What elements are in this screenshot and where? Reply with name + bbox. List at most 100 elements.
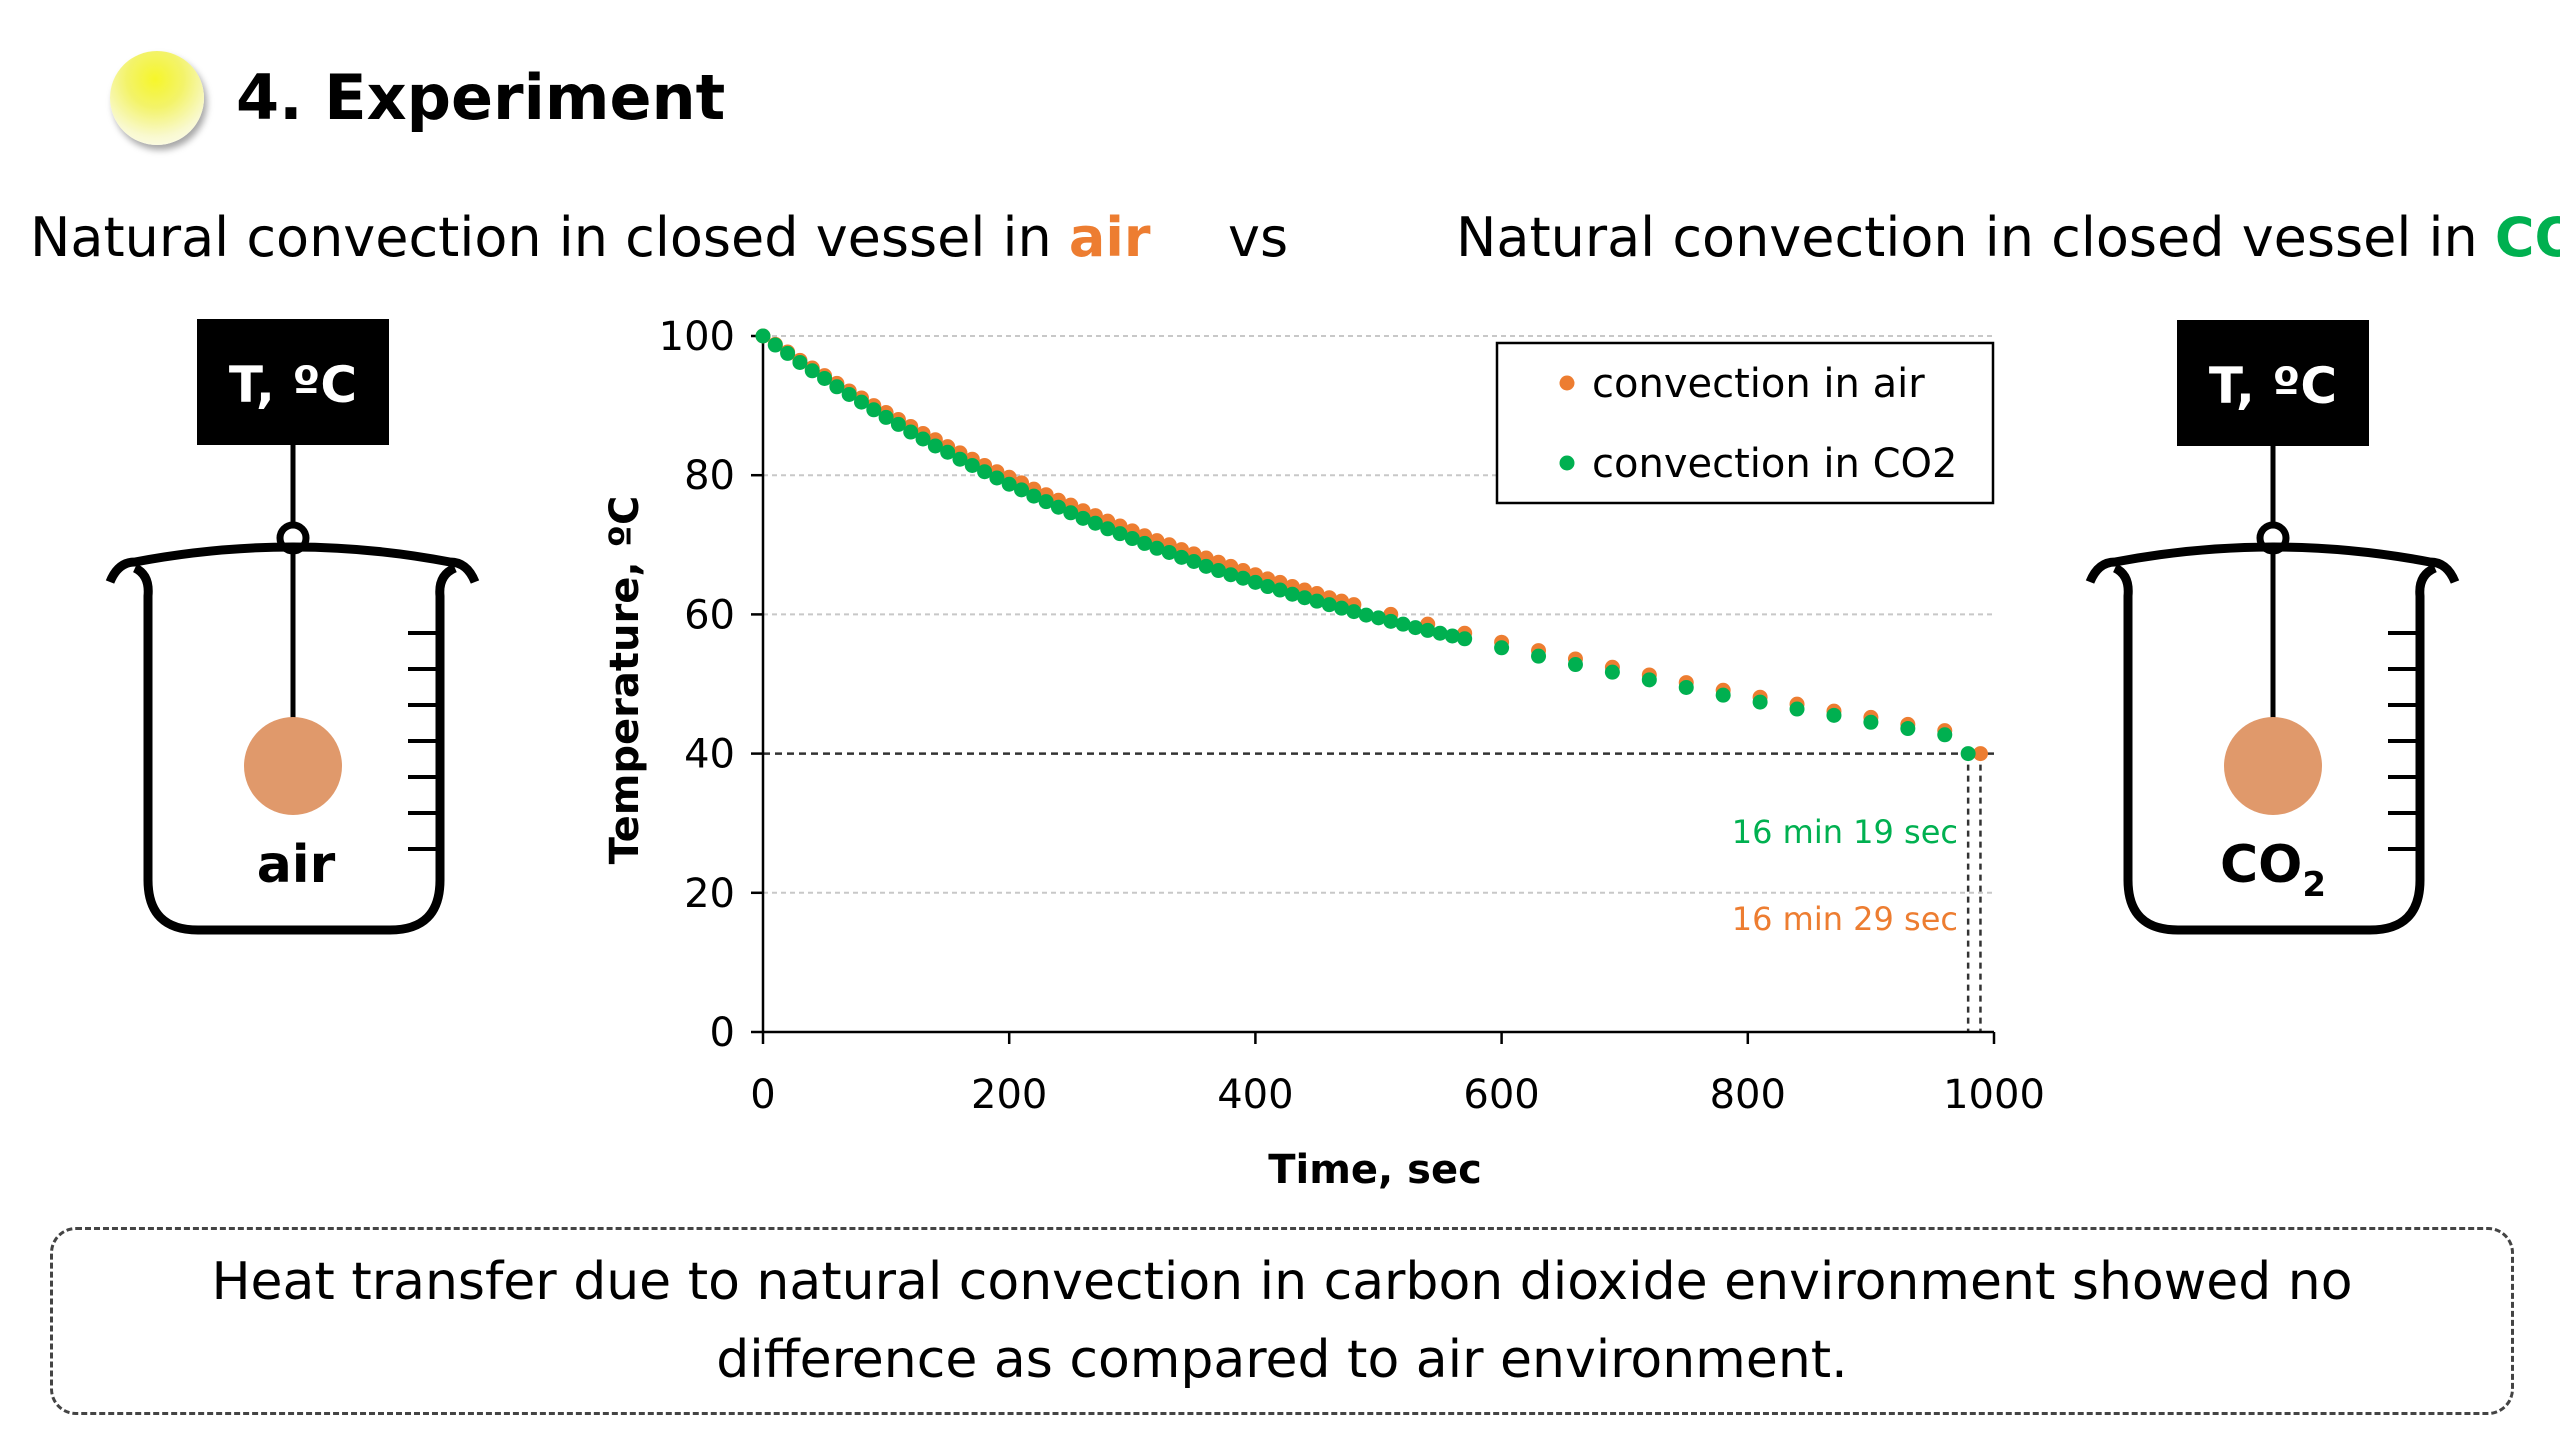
reference-lines <box>763 752 1994 1032</box>
x-tick-label: 800 <box>1710 1072 1786 1118</box>
data-point <box>1432 625 1448 641</box>
data-point <box>1087 515 1103 531</box>
left-condition-title: Natural convection in closed vessel in a… <box>30 200 1151 276</box>
data-point <box>1100 521 1116 537</box>
data-point <box>1050 499 1066 515</box>
data-point <box>927 438 943 454</box>
data-point <box>1531 648 1547 664</box>
y-tick-label: 80 <box>684 453 735 499</box>
right-sensor-box <box>2177 320 2369 446</box>
y-tick-label: 0 <box>710 1010 735 1056</box>
data-point <box>1174 549 1190 565</box>
legend-box <box>1495 341 1995 505</box>
title-bullet-icon <box>110 51 204 145</box>
data-point <box>767 337 783 353</box>
page-title: 4. Experiment <box>236 61 726 134</box>
data-point <box>1223 567 1239 583</box>
data-point <box>1494 640 1510 656</box>
data-point <box>964 457 980 473</box>
data-point <box>1149 540 1165 556</box>
data-point <box>989 470 1005 486</box>
data-point <box>1014 482 1030 498</box>
legend-label: convection in air <box>1592 361 1925 407</box>
data-point <box>1112 526 1128 542</box>
data-point <box>1001 476 1017 492</box>
data-point <box>1235 570 1251 586</box>
data-point <box>1715 687 1731 703</box>
legend-label: convection in CO2 <box>1592 441 1957 487</box>
data-point <box>1863 714 1879 730</box>
data-point <box>866 402 882 418</box>
left-condition-prefix: Natural convection in closed vessel in <box>30 206 1069 269</box>
left-beaker-rim <box>105 542 480 584</box>
left-medium-label: air <box>257 835 336 895</box>
right-beaker-body <box>2112 563 2437 935</box>
data-point <box>1198 558 1214 574</box>
conclusion-text: Heat transfer due to natural convection … <box>211 1252 2353 1390</box>
data-point <box>1960 746 1976 762</box>
left-beaker-body <box>132 563 457 935</box>
left-sensor-box <box>197 319 389 445</box>
data-point <box>952 451 968 467</box>
data-point <box>1210 563 1226 579</box>
chart-series <box>755 328 1988 762</box>
data-point <box>1260 579 1276 595</box>
data-point <box>1284 586 1300 602</box>
right-condition-title: Natural convection in closed vessel in C… <box>1456 200 2560 293</box>
data-point <box>1407 620 1423 636</box>
series-co2 <box>755 328 1976 762</box>
chart-legend: convection in air convection in CO2 <box>1495 341 1995 505</box>
chart-axes <box>751 334 1996 1044</box>
data-point <box>1272 582 1288 598</box>
data-point <box>1789 701 1805 717</box>
data-point <box>903 424 919 440</box>
data-point <box>1346 604 1362 620</box>
data-point <box>1321 597 1337 613</box>
data-point <box>1567 657 1583 673</box>
right-condition-highlight-text: CO <box>2494 206 2560 269</box>
data-point <box>890 416 906 432</box>
data-point <box>1457 631 1473 647</box>
data-point <box>1937 727 1953 743</box>
x-tick-label: 1000 <box>1943 1072 2045 1118</box>
right-condition-prefix: Natural convection in closed vessel in <box>1456 206 2495 269</box>
data-point <box>829 379 845 395</box>
data-point <box>804 363 820 379</box>
data-point <box>1604 664 1620 680</box>
data-point <box>1826 707 1842 723</box>
data-point <box>1075 510 1091 526</box>
x-axis-title: Time, sec <box>1268 1147 1482 1193</box>
data-point <box>1026 488 1042 504</box>
data-point <box>977 464 993 480</box>
x-tick-label: 200 <box>971 1072 1047 1118</box>
right-medium-label-text: CO <box>2220 835 2302 895</box>
data-point <box>1334 600 1350 616</box>
data-point <box>915 431 931 447</box>
data-point <box>1371 610 1386 626</box>
data-point <box>1972 746 1988 762</box>
data-point <box>1383 613 1399 629</box>
data-point <box>817 370 833 386</box>
data-point <box>1444 628 1460 644</box>
data-point <box>1420 622 1436 638</box>
data-point <box>1186 554 1202 570</box>
y-axis-title: Temperature, ºC <box>602 496 648 865</box>
right-beaker-scale <box>2388 631 2420 851</box>
y-tick-label: 100 <box>659 314 735 360</box>
data-point <box>1900 721 1916 737</box>
conclusion-box: Heat transfer due to natural convection … <box>50 1227 2514 1415</box>
left-sample-ball <box>244 717 342 815</box>
data-point <box>1063 505 1079 521</box>
legend-marker <box>1559 375 1575 391</box>
time-annotation: 16 min 19 sec <box>1732 813 1958 851</box>
left-beaker-scale <box>408 631 440 851</box>
data-point <box>1395 616 1411 632</box>
time-annotation: 16 min 29 sec <box>1732 900 1958 938</box>
data-point <box>1161 544 1177 560</box>
data-point <box>1678 679 1694 695</box>
data-point <box>1247 574 1263 590</box>
legend-marker <box>1559 455 1575 471</box>
right-beaker-rim <box>2085 542 2460 584</box>
